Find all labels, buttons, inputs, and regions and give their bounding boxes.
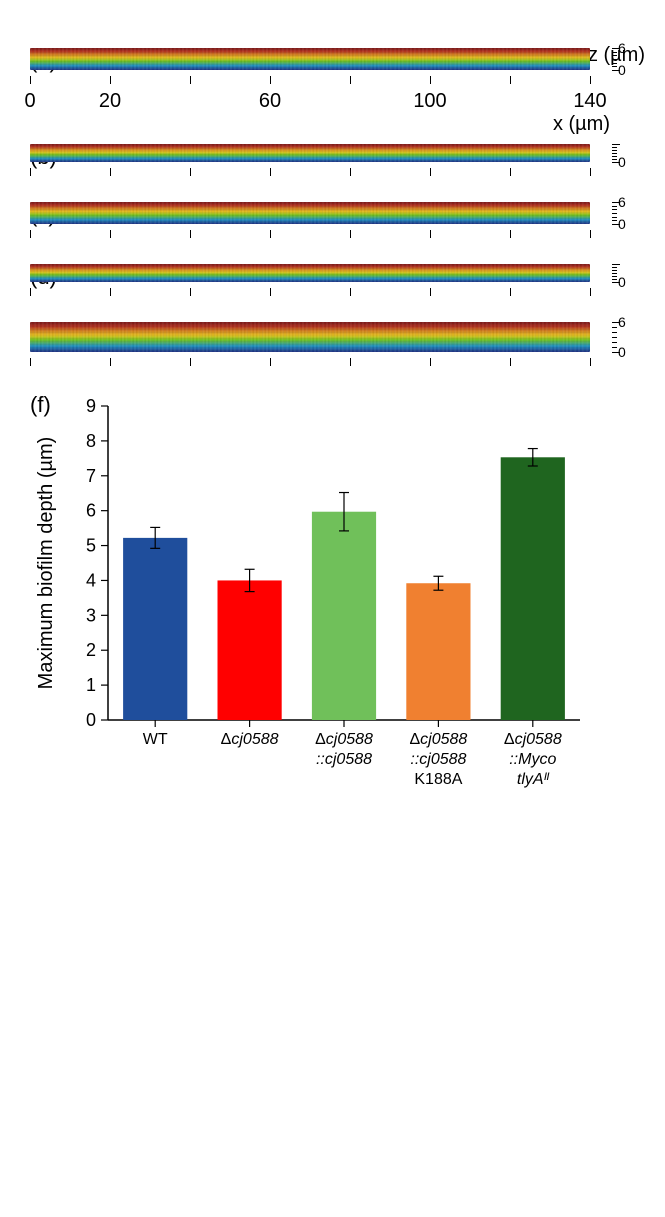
confocal-panel-a: (a)z (µm)6002060100140x (µm) <box>30 48 645 70</box>
category-label: Δcj0588 <box>315 731 373 748</box>
category-label: ::Myco <box>509 751 556 768</box>
x-tick-marks <box>30 230 590 238</box>
bar-2 <box>312 512 376 720</box>
svg-text:1: 1 <box>86 675 96 695</box>
category-label: tlyAᴵᴵ <box>517 771 550 788</box>
svg-text:3: 3 <box>86 605 96 625</box>
category-label: Δcj0588 <box>504 731 562 748</box>
confocal-panels-container: (a)z (µm)6002060100140x (µm) (b)0 (c)60 (d)… <box>30 48 645 352</box>
svg-text:8: 8 <box>86 431 96 451</box>
figure-root: (a)z (µm)6002060100140x (µm) (b)0 (c)60 (d)… <box>30 48 645 812</box>
svg-text:7: 7 <box>86 466 96 486</box>
category-label: Δcj0588 <box>221 731 279 748</box>
strip-wrap-b: 0 <box>30 144 610 162</box>
strip-wrap-e: 60 <box>30 322 610 352</box>
strip-wrap-c: 60 <box>30 202 610 224</box>
svg-text:9: 9 <box>86 396 96 416</box>
bar-0 <box>123 538 187 720</box>
svg-text:4: 4 <box>86 570 96 590</box>
x-tick-marks <box>30 288 590 296</box>
x-tick-marks <box>30 358 590 366</box>
category-label: Δcj0588 <box>409 731 467 748</box>
x-tick-marks <box>30 76 590 84</box>
bar-4 <box>501 457 565 720</box>
z-tick-labels: 0 <box>610 264 640 282</box>
biofilm-strip-d <box>30 264 590 282</box>
biofilm-strip-b <box>30 144 590 162</box>
biofilm-strip-c <box>30 202 590 224</box>
category-label: ::cj0588 <box>410 751 466 768</box>
z-tick-labels: 60 <box>610 322 640 352</box>
z-tick-labels: 0 <box>610 144 640 162</box>
bar-1 <box>218 580 282 720</box>
confocal-panel-d: (d)0 <box>30 264 645 282</box>
biofilm-strip-e <box>30 322 590 352</box>
bar-chart-container: 0 1 2 3 4 5 6 7 8 9 Maximum biofilm depth (µm) WT Δc… <box>30 392 590 812</box>
svg-text:0: 0 <box>86 710 96 730</box>
bar-chart-svg: 0 1 2 3 4 5 6 7 8 9 Maximum biofilm depth (µm) WT Δc… <box>30 392 590 812</box>
biofilm-strip-a <box>30 48 590 70</box>
x-tick-labels: 02060100140 <box>30 90 590 110</box>
z-tick-labels: 60 <box>610 48 640 70</box>
category-label: K188A <box>414 771 462 788</box>
confocal-panel-e: (e)60 <box>30 322 645 352</box>
confocal-panel-c: (c)60 <box>30 202 645 224</box>
z-tick-labels: 60 <box>610 202 640 224</box>
bar-chart-panel: (f) 0123456789Maximum biofilm depth (µm)… <box>30 392 645 812</box>
svg-text:5: 5 <box>86 536 96 556</box>
svg-text:2: 2 <box>86 640 96 660</box>
strip-wrap-d: 0 <box>30 264 610 282</box>
svg-text:6: 6 <box>86 501 96 521</box>
category-label: ::cj0588 <box>316 751 372 768</box>
x-axis-label: x (µm) <box>553 113 610 136</box>
confocal-panel-b: (b)0 <box>30 144 645 162</box>
category-label: WT <box>143 731 168 748</box>
x-tick-marks <box>30 168 590 176</box>
bar-3 <box>406 583 470 720</box>
y-axis-title: Maximum biofilm depth (µm) <box>35 437 57 690</box>
strip-wrap-a: 6002060100140x (µm) <box>30 48 610 70</box>
